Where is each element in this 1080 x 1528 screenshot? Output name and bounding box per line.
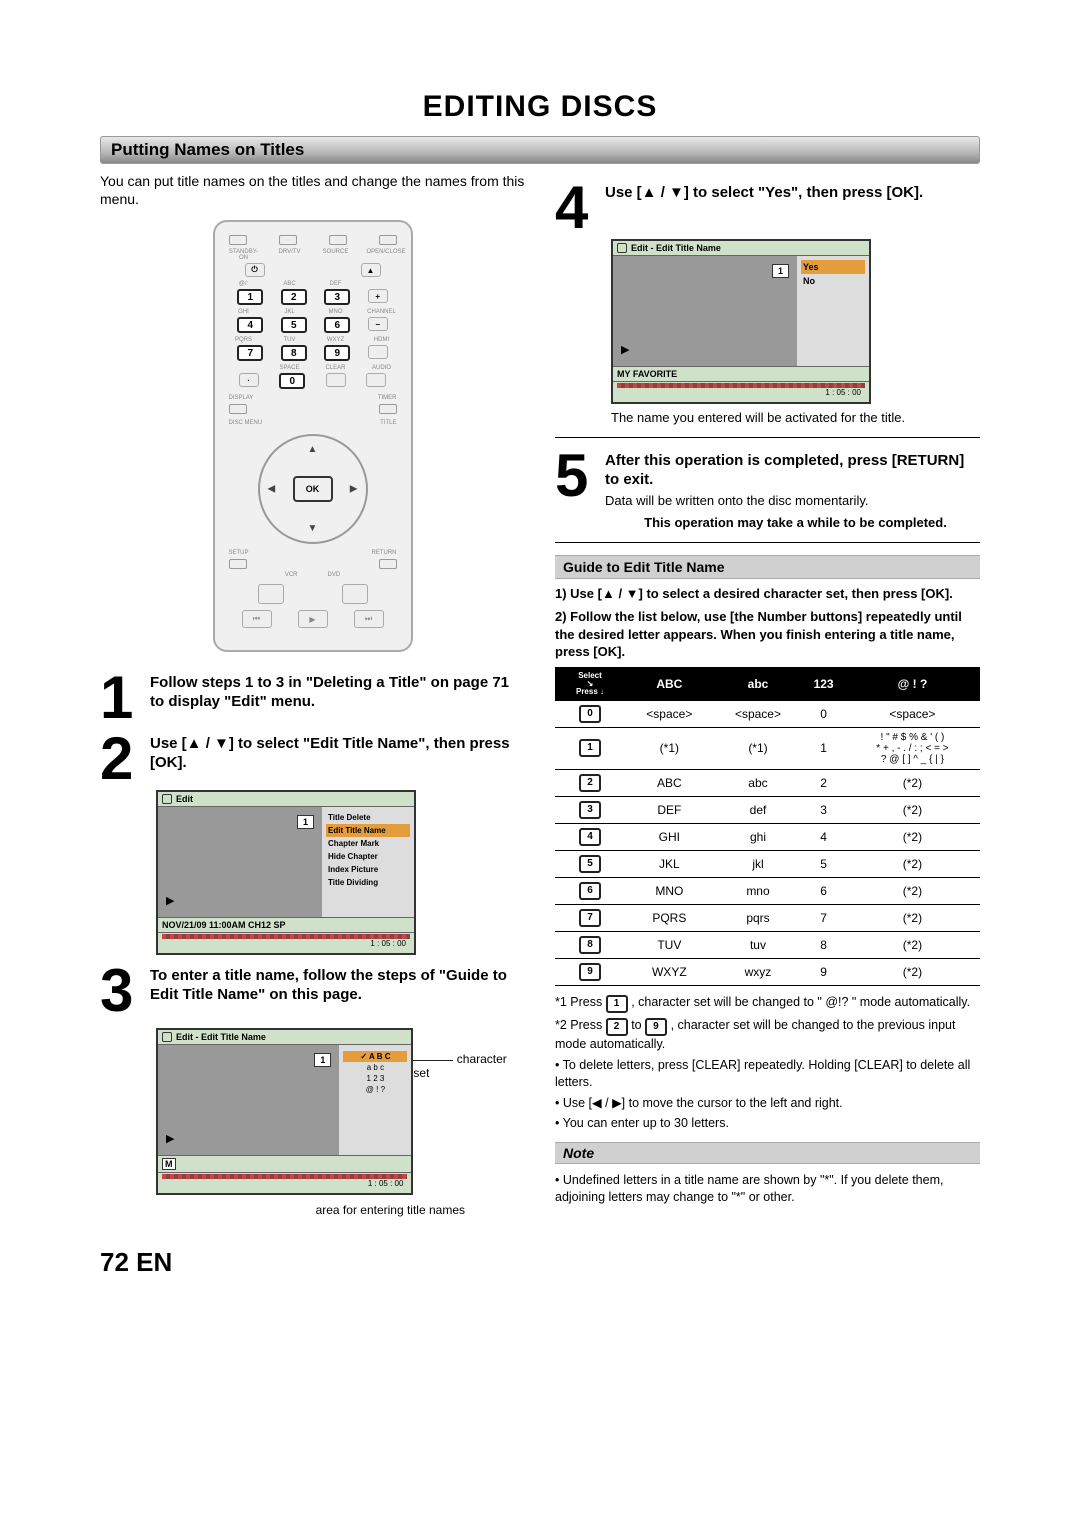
- step-3: 3 To enter a title name, follow the step…: [100, 965, 525, 1016]
- guide-steps: 1) Use [▲ / ▼] to select a desired chara…: [555, 585, 980, 661]
- guide-heading: Guide to Edit Title Name: [555, 555, 980, 579]
- dpad: ▲▼◀▶ OK: [258, 434, 368, 544]
- osd-step3: Edit - Edit Title Name 1▶ A B Ca b c1 2 …: [156, 1028, 413, 1195]
- note-heading: Note: [555, 1142, 980, 1164]
- step5-warning: This operation may take a while to be co…: [611, 515, 980, 530]
- osd-step4: Edit - Edit Title Name 1▶ YesNo MY FAVOR…: [611, 239, 871, 404]
- character-table: Select↘Press ↓ ABC abc 123 @ ! ? 0<space…: [555, 667, 980, 986]
- step-4: 4 Use [▲ / ▼] to select "Yes", then pres…: [555, 182, 980, 233]
- page-footer: 72 EN: [100, 1247, 980, 1278]
- osd-step2: Edit 1▶ Title DeleteEdit Title NameChapt…: [156, 790, 416, 955]
- page-title: EDITING DISCS: [100, 90, 980, 124]
- intro-text: You can put title names on the titles an…: [100, 172, 525, 208]
- callout-entry-area: area for entering title names: [100, 1203, 525, 1217]
- table-footnotes: *1 Press 1 , character set will be chang…: [555, 994, 980, 1132]
- callout-charset: character set: [413, 1052, 525, 1080]
- step-1: 1 Follow steps 1 to 3 in "Deleting a Tit…: [100, 672, 525, 723]
- remote-illustration: STANDBY-ONDRV/TVSOURCEOPEN/CLOSE ⏻▲ @/:A…: [213, 220, 413, 652]
- section-heading: Putting Names on Titles: [100, 136, 980, 164]
- step-5: 5 After this operation is completed, pre…: [555, 450, 980, 509]
- step4-after: The name you entered will be activated f…: [611, 410, 980, 425]
- note-text: • Undefined letters in a title name are …: [555, 1172, 980, 1206]
- step-2: 2 Use [▲ / ▼] to select "Edit Title Name…: [100, 733, 525, 784]
